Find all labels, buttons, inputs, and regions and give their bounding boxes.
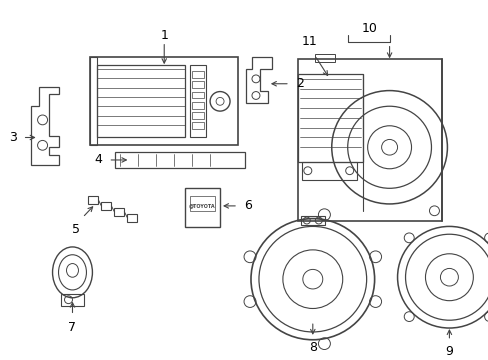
Text: @TOYOTA: @TOYOTA: [188, 203, 215, 208]
Bar: [192, 71, 203, 78]
Bar: [314, 54, 334, 62]
Bar: [192, 81, 203, 88]
Text: 1: 1: [160, 30, 168, 42]
Text: 2: 2: [295, 77, 303, 90]
Bar: [185, 188, 220, 228]
Text: 10: 10: [361, 22, 377, 35]
Bar: [192, 122, 203, 129]
Text: 4: 4: [94, 153, 102, 166]
Polygon shape: [31, 87, 59, 165]
Text: 3: 3: [9, 131, 17, 144]
Bar: [114, 208, 124, 216]
Polygon shape: [245, 57, 271, 103]
Bar: [61, 294, 84, 306]
Bar: [127, 214, 137, 221]
Bar: [192, 112, 203, 119]
Ellipse shape: [59, 255, 86, 290]
Bar: [90, 57, 97, 145]
Bar: [88, 196, 98, 204]
Bar: [192, 102, 203, 109]
Bar: [301, 162, 356, 180]
Bar: [115, 152, 244, 168]
Bar: [101, 202, 111, 210]
Text: 9: 9: [445, 345, 452, 357]
Text: 5: 5: [72, 224, 81, 237]
Bar: [192, 91, 203, 98]
Bar: [300, 216, 324, 225]
Text: 11: 11: [301, 35, 317, 48]
Text: 7: 7: [68, 321, 76, 334]
Text: 6: 6: [244, 199, 251, 212]
Bar: [90, 57, 238, 145]
Bar: [297, 74, 362, 162]
Bar: [297, 59, 442, 221]
Ellipse shape: [52, 247, 92, 298]
Ellipse shape: [66, 264, 78, 277]
Bar: [97, 65, 185, 136]
Bar: [190, 196, 215, 211]
Text: 8: 8: [308, 341, 316, 354]
Bar: [190, 65, 205, 136]
